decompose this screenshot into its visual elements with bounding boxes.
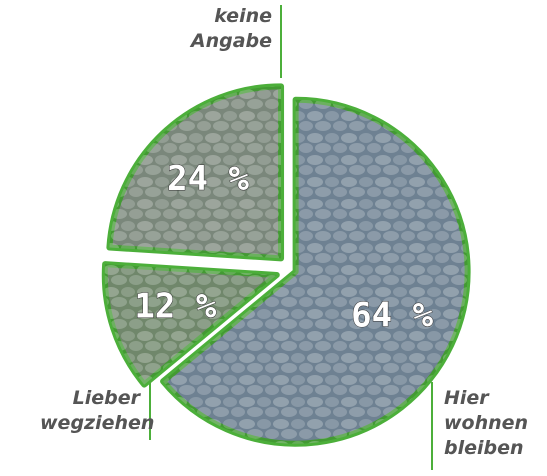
category-label: Lieber wegziehen — [40, 387, 155, 434]
value-label: 64 % — [351, 296, 433, 336]
category-label: Hier wohnen bleiben — [444, 387, 529, 459]
category-label: keine Angabe — [190, 5, 272, 52]
value-label: 24 % — [167, 159, 249, 199]
value-label: 12 % — [134, 286, 216, 326]
